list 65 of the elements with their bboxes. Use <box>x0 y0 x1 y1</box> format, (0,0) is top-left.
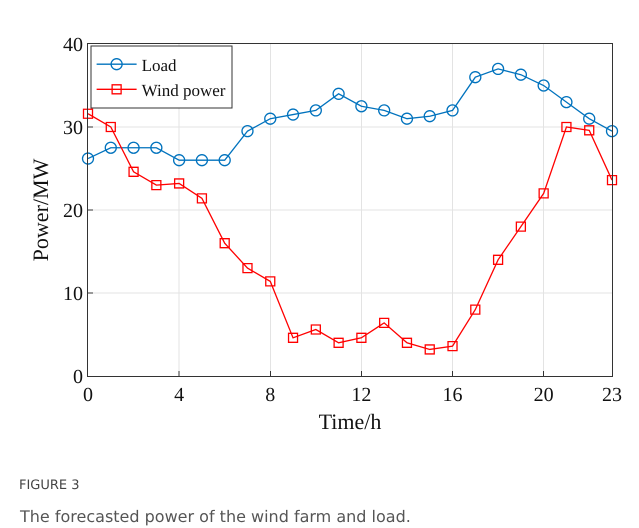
point <box>196 193 208 204</box>
x-axis-title: Time/h <box>318 408 382 434</box>
point <box>106 122 116 132</box>
point <box>127 142 140 154</box>
point <box>446 104 459 117</box>
y-axis-title: Power/MW <box>28 158 53 262</box>
point <box>242 262 253 274</box>
point <box>538 79 550 92</box>
y-tick-label: 40 <box>63 34 83 56</box>
legend-label: Load <box>142 56 178 75</box>
x-tick-label: 23 <box>602 384 622 406</box>
point <box>424 110 436 122</box>
caption: FIGURE 3 <box>19 478 80 493</box>
point <box>265 276 276 287</box>
x-tick-label: 12 <box>351 384 372 406</box>
y-tick-label: 30 <box>63 117 83 139</box>
legend-label: Wind power <box>142 80 226 100</box>
point <box>356 332 367 343</box>
point <box>310 104 322 117</box>
point <box>82 152 94 165</box>
point <box>470 304 480 315</box>
point <box>310 324 321 335</box>
x-tick-label: 16 <box>442 384 463 406</box>
x-tick-label: 20 <box>534 384 554 406</box>
point <box>447 340 458 352</box>
point <box>288 332 298 343</box>
point <box>606 174 618 186</box>
point <box>378 104 390 117</box>
point <box>514 68 528 81</box>
point <box>151 180 162 190</box>
point <box>196 154 208 166</box>
point <box>241 125 254 138</box>
point <box>82 108 94 119</box>
y-tick-label: 20 <box>63 200 83 222</box>
point <box>516 221 526 232</box>
x-tick-label: 4 <box>174 384 184 406</box>
point <box>561 122 572 132</box>
point <box>332 88 345 100</box>
point <box>172 154 186 166</box>
point <box>424 344 435 355</box>
y-tick-label: 0 <box>73 366 83 388</box>
point <box>218 154 231 166</box>
point <box>538 188 549 199</box>
point <box>400 112 414 125</box>
point <box>128 166 139 177</box>
point <box>492 62 504 76</box>
point <box>286 108 300 121</box>
point <box>379 318 390 328</box>
point <box>174 178 184 189</box>
point <box>560 96 573 108</box>
point <box>469 71 482 84</box>
point <box>402 338 412 348</box>
text: The forecasted power of the wind farm and load. <box>19 507 411 526</box>
y-tick-label: 10 <box>63 283 83 305</box>
point <box>220 238 230 248</box>
point <box>606 125 618 138</box>
point <box>333 338 344 348</box>
point <box>150 142 162 154</box>
point <box>355 100 368 112</box>
point <box>583 112 596 125</box>
point <box>492 254 504 265</box>
point <box>584 125 594 136</box>
x-tick-label: 8 <box>265 384 276 406</box>
point <box>264 112 276 125</box>
point <box>104 142 117 154</box>
